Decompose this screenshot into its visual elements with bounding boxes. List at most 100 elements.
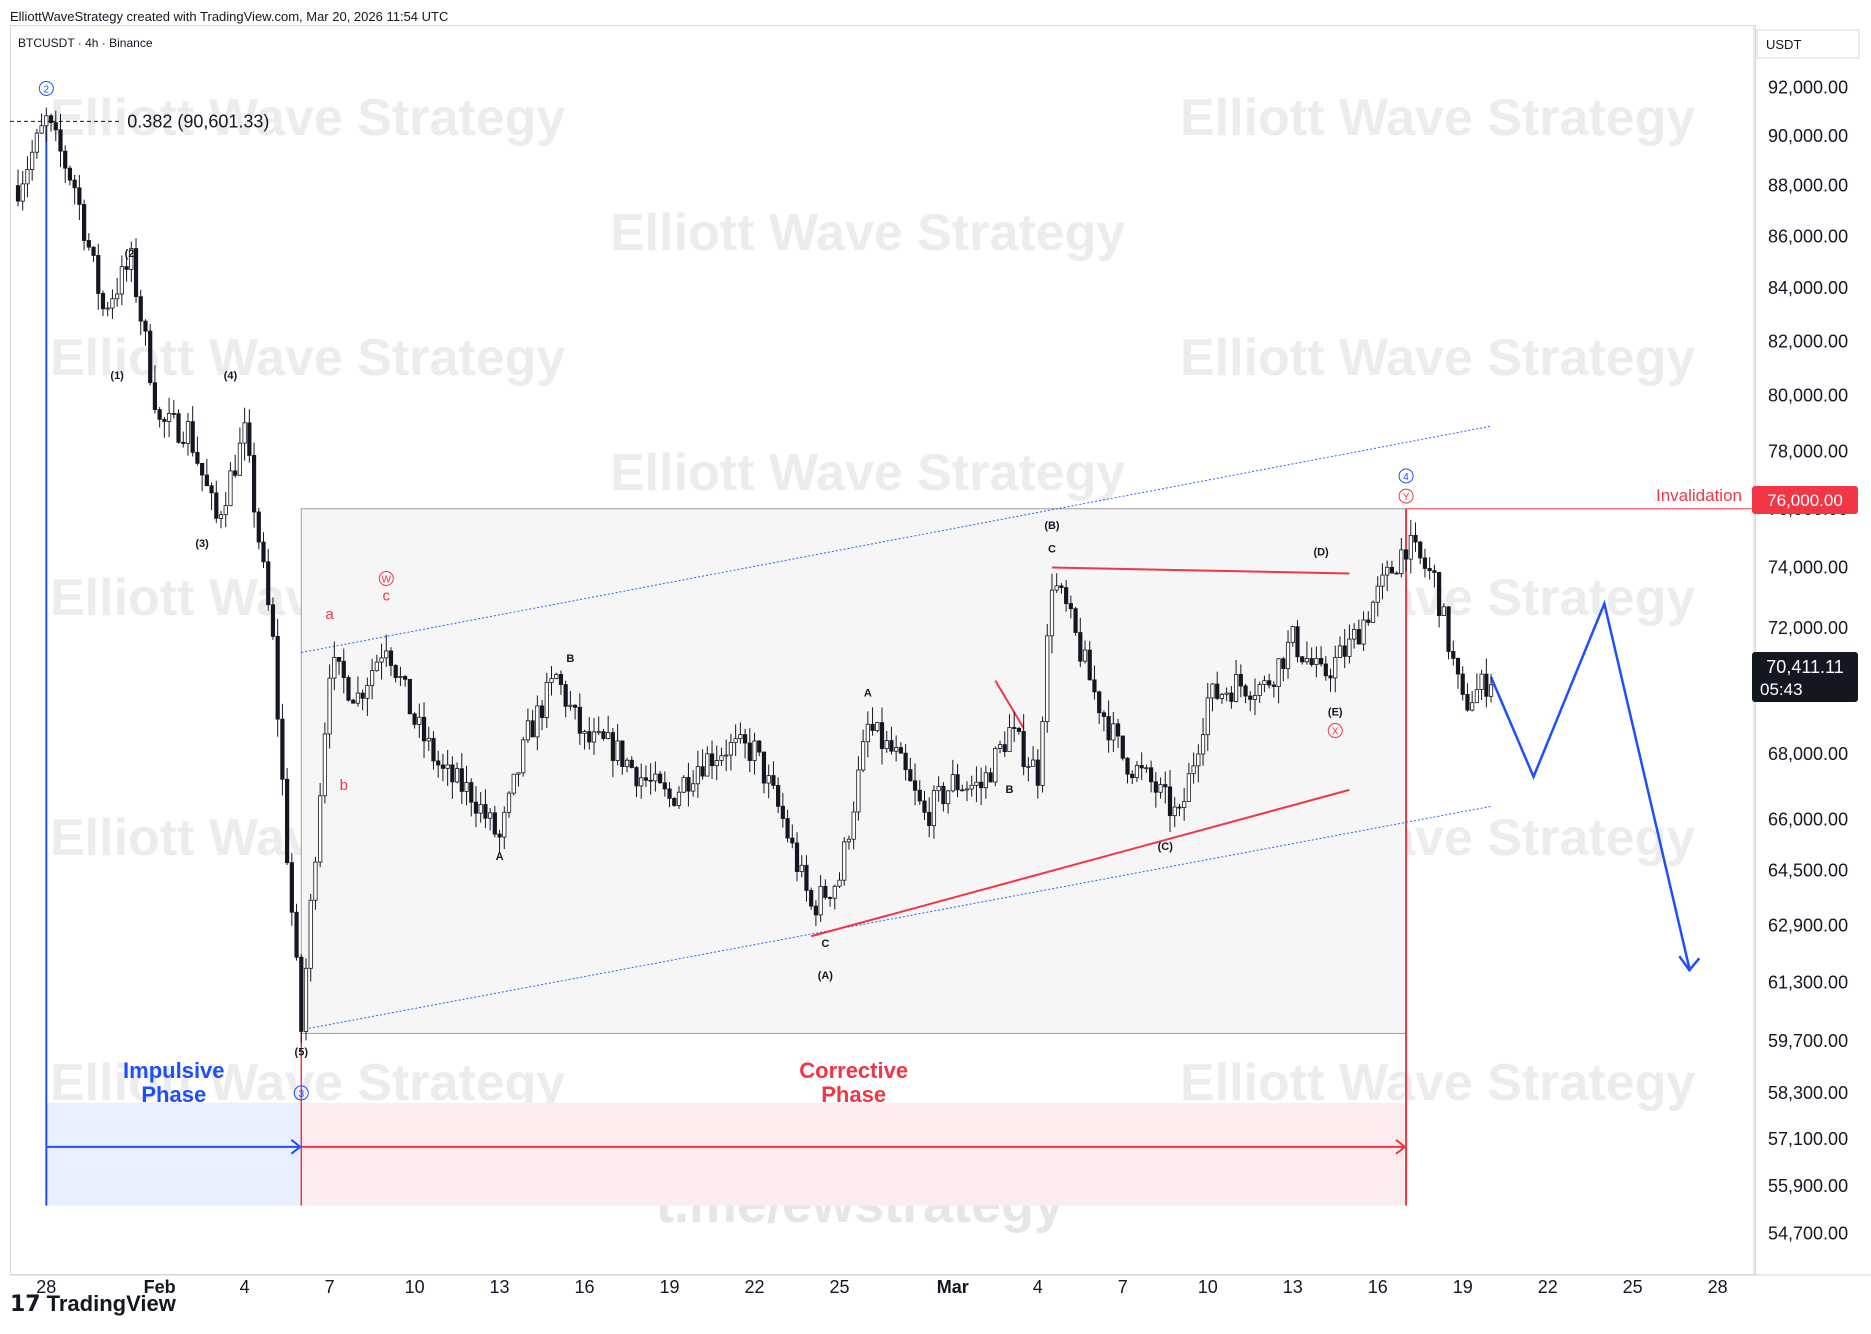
candle-body	[251, 455, 257, 513]
candle-body	[25, 169, 30, 185]
time-axis[interactable]: 28 Feb 4 7 10 13 16 19 22 25 Mar 4 7 10 13 16 19 22 25 28	[36, 1277, 1727, 1297]
candle-body	[813, 905, 819, 916]
time-tick-label: Feb	[144, 1277, 176, 1297]
candle-body	[30, 151, 35, 170]
candle-body	[48, 115, 54, 124]
wave-label: a	[325, 606, 334, 623]
wave-label-circle	[1327, 723, 1343, 739]
candle-body	[1030, 759, 1036, 767]
wave-label-circle	[1398, 488, 1414, 504]
corrective-range-box	[300, 508, 1407, 1034]
corrective-phase-label: Phase	[821, 1082, 886, 1107]
candle-body	[1370, 601, 1376, 623]
candle-body	[393, 665, 398, 678]
candle-body	[634, 767, 639, 787]
drawing-lines-layer	[10, 120, 1752, 1206]
candle-body	[530, 720, 535, 738]
candle-body	[492, 812, 497, 835]
candle-body	[1356, 629, 1361, 645]
candle-body	[346, 677, 351, 701]
time-tick-label: 28	[1708, 1277, 1728, 1297]
candle-body	[44, 115, 49, 127]
candle-body	[1153, 781, 1158, 793]
price-tick-label: 74,000.00	[1768, 558, 1848, 578]
candle-body	[1304, 658, 1310, 663]
candle-body	[1200, 734, 1206, 755]
price-tick-label: 55,900.00	[1768, 1176, 1848, 1196]
candle-body	[351, 699, 356, 704]
candle-body	[431, 737, 436, 762]
candle-body	[15, 185, 21, 202]
candle-body	[285, 778, 290, 864]
candle-body	[1342, 645, 1347, 657]
candle-body	[1328, 675, 1333, 679]
candle-body	[237, 442, 243, 476]
candle-body	[974, 781, 979, 786]
candle-body	[1167, 786, 1173, 817]
wave-label: Y	[1403, 492, 1410, 503]
candle-body	[776, 785, 781, 807]
symbol-info[interactable]: BTCUSDT · 4h · Binance	[18, 36, 153, 50]
candle-body	[960, 789, 965, 792]
candle-body	[945, 790, 951, 805]
candle-body	[573, 704, 578, 708]
candle-body	[1243, 685, 1248, 697]
currency-box[interactable]	[1756, 29, 1860, 59]
tradingview-logo[interactable]: 17 TradingView	[10, 1291, 176, 1317]
candle-body	[379, 657, 384, 663]
candle-body	[1224, 692, 1229, 695]
price-tick-label: 90,000.00	[1768, 126, 1848, 146]
candle-body	[81, 204, 87, 241]
candle-body	[436, 760, 441, 766]
candle-body	[1441, 606, 1446, 616]
candle-body	[1455, 657, 1461, 675]
candle-body	[1248, 695, 1253, 700]
candle-body	[620, 740, 625, 767]
candle-body	[610, 732, 615, 761]
candle-body	[1111, 723, 1116, 741]
candle-body	[691, 783, 696, 792]
candle-body	[568, 704, 573, 707]
price-axis[interactable]: 92,000.00 90,000.00 88,000.00 86,000.00 84,0…	[1768, 78, 1848, 1244]
candle-body	[1394, 572, 1399, 575]
candle-body	[469, 782, 474, 803]
wave-label: (1)	[110, 370, 124, 382]
candle-body	[672, 797, 677, 806]
candle-body	[955, 774, 960, 791]
candle-body	[1333, 657, 1338, 679]
bar-countdown: 05:43	[1760, 680, 1803, 699]
candle-body	[629, 759, 634, 768]
candle-body	[861, 741, 866, 771]
candle-body	[865, 723, 870, 743]
wave-label: (B)	[1044, 520, 1060, 532]
candle-body	[407, 678, 412, 715]
candle-body	[289, 862, 294, 913]
price-tick-label: 88,000.00	[1768, 176, 1848, 196]
price-tick-label: 57,100.00	[1768, 1129, 1848, 1149]
time-tick-label: 7	[325, 1277, 335, 1297]
candle-body	[1210, 683, 1215, 699]
time-tick-label: Mar	[937, 1277, 969, 1297]
price-tick-label: 62,900.00	[1768, 916, 1848, 936]
candle-body	[176, 413, 181, 443]
watermark-text: Elliott Wave Strategy	[50, 89, 565, 147]
candle-body	[72, 179, 77, 189]
candle-body	[1474, 689, 1479, 704]
candle-body	[766, 775, 771, 784]
candle-body	[1026, 765, 1031, 768]
candle-body	[445, 764, 450, 769]
candle-body	[1446, 606, 1451, 652]
candle-body	[223, 505, 228, 516]
watermark-text: Elliott Wave Strategy	[610, 204, 1125, 262]
candle-body	[374, 661, 379, 672]
candle-body	[837, 879, 842, 887]
price-tick-label: 84,000.00	[1768, 278, 1848, 298]
wave-label: A	[864, 687, 872, 699]
candle-body	[516, 772, 521, 775]
candle-body	[1196, 753, 1201, 767]
candle-body	[1271, 684, 1276, 687]
candle-body	[894, 747, 899, 752]
candle-body	[1262, 680, 1267, 685]
candle-body	[1451, 651, 1456, 659]
